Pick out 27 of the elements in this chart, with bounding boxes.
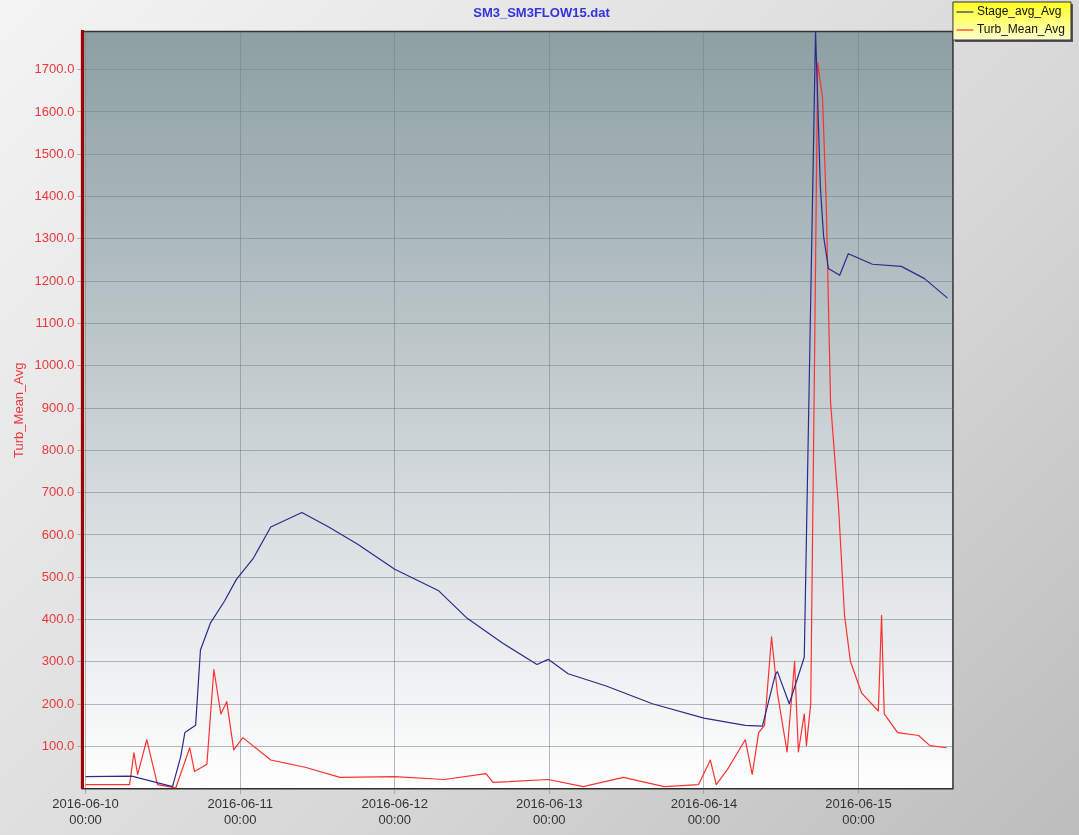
y-tick-label: 200.0	[41, 695, 75, 711]
y-tick-label: 1500.0	[34, 145, 75, 161]
y-tick-label: 1100.0	[35, 315, 75, 331]
y-tick-label: 900.0	[41, 399, 75, 415]
y-tick-label: 1200.0	[34, 272, 75, 288]
x-tick-label: 2016-06-15 00:00	[825, 796, 892, 827]
y-tick-label: 800.0	[41, 441, 75, 457]
y-tick-label: 1300.0	[34, 230, 75, 246]
legend-label: Stage_avg_Avg	[976, 4, 1062, 19]
y-axis-title: Turb_Mean_Avg	[11, 362, 27, 458]
x-tick-label: 2016-06-11 00:00	[207, 796, 273, 827]
y-tick-label: 700.0	[41, 484, 75, 500]
y-tick-label: 1400.0	[34, 188, 75, 204]
y-tick-label: 500.0	[41, 568, 75, 584]
y-tick-label: 400.0	[41, 611, 75, 627]
y-tick-label: 1000.0	[34, 357, 75, 373]
chart-title: SM3_SM3FLOW15.dat	[473, 5, 611, 21]
x-tick-label: 2016-06-13 00:00	[516, 796, 583, 827]
x-tick-label: 2016-06-12 00:00	[361, 796, 428, 827]
y-tick-label: 100.0	[41, 738, 75, 754]
x-tick-label: 2016-06-14 00:00	[670, 796, 738, 827]
y-tick-label: 300.0	[41, 653, 75, 669]
x-tick-label: 2016-06-10 00:00	[52, 796, 119, 827]
y-tick-label: 600.0	[41, 526, 75, 542]
legend-label: Turb_Mean_Avg	[976, 22, 1066, 37]
y-tick-label: 1600.0	[34, 103, 75, 119]
y-tick-label: 1700.0	[34, 61, 75, 77]
